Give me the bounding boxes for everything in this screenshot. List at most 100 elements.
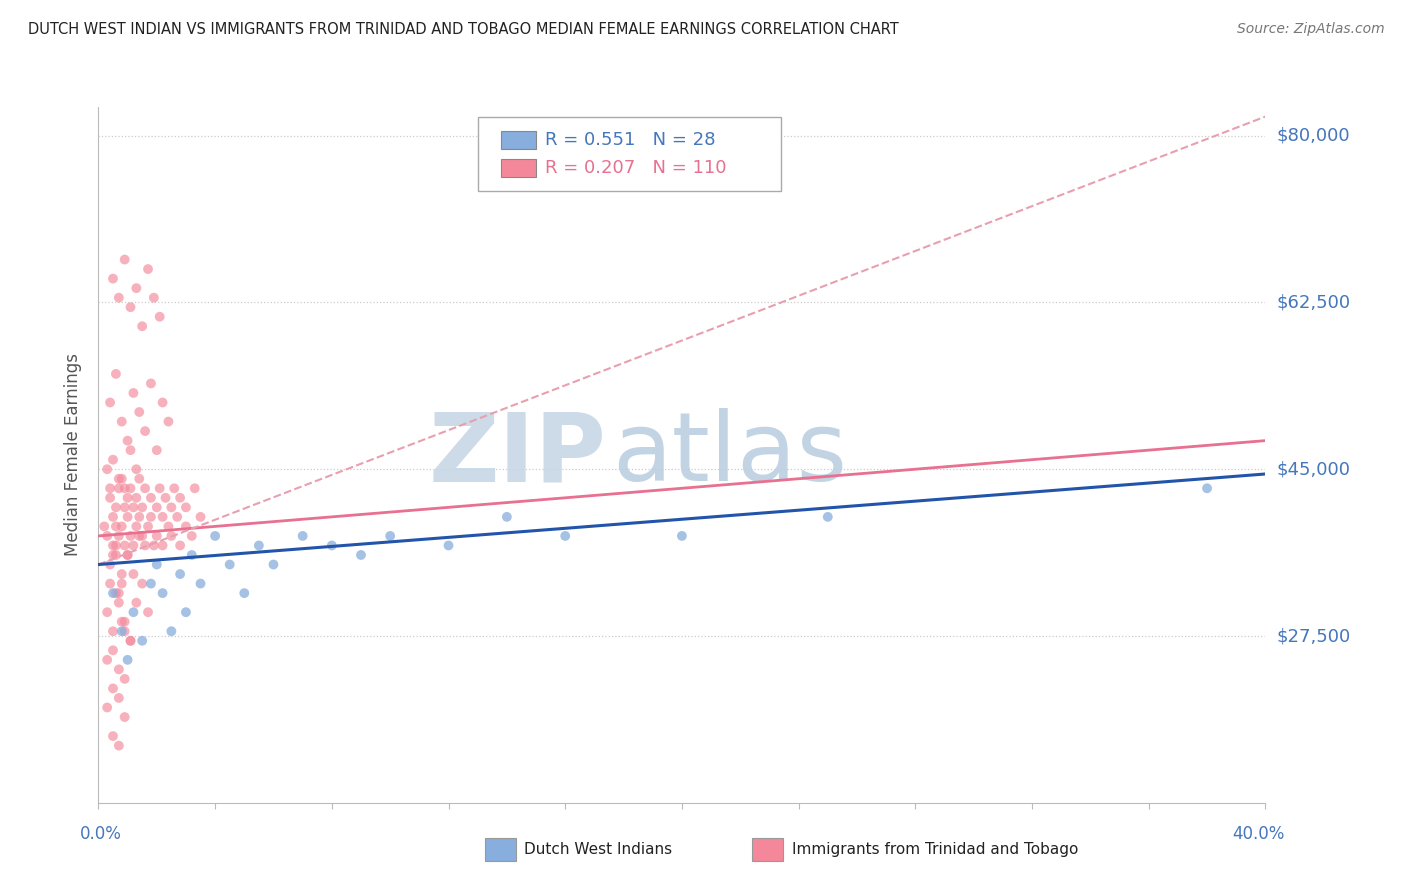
Point xyxy=(122,386,145,401)
Point xyxy=(128,509,150,524)
Point xyxy=(142,539,165,553)
Point xyxy=(125,519,148,533)
Y-axis label: Median Female Earnings: Median Female Earnings xyxy=(65,353,83,557)
Point xyxy=(108,596,131,610)
Point xyxy=(131,319,153,334)
Point xyxy=(108,481,131,495)
Point xyxy=(160,624,183,639)
Point xyxy=(157,415,180,429)
Point xyxy=(101,624,124,639)
Point xyxy=(139,576,162,591)
Point xyxy=(108,586,131,600)
Point xyxy=(108,739,131,753)
Point xyxy=(104,367,127,381)
Point xyxy=(108,291,131,305)
Point xyxy=(204,529,226,543)
Point xyxy=(98,395,121,409)
Point xyxy=(190,509,212,524)
Text: $45,000: $45,000 xyxy=(1277,460,1351,478)
Point xyxy=(114,481,136,495)
Point xyxy=(136,519,159,533)
Point xyxy=(111,576,134,591)
Point xyxy=(122,539,145,553)
Point xyxy=(101,271,124,285)
Point xyxy=(122,500,145,515)
Point xyxy=(96,529,118,543)
Point xyxy=(101,586,124,600)
Point xyxy=(166,509,188,524)
Point xyxy=(131,500,153,515)
Point xyxy=(183,481,205,495)
Point xyxy=(190,576,212,591)
Point xyxy=(131,576,153,591)
Point xyxy=(101,539,124,553)
Point xyxy=(142,291,165,305)
Point xyxy=(134,539,156,553)
Point xyxy=(122,567,145,582)
Point xyxy=(378,529,402,543)
Point xyxy=(169,539,191,553)
Text: atlas: atlas xyxy=(612,409,846,501)
Point xyxy=(114,672,136,686)
Text: R = 0.207   N = 110: R = 0.207 N = 110 xyxy=(546,159,727,177)
Point xyxy=(108,690,131,705)
Point xyxy=(152,539,174,553)
Point xyxy=(160,529,183,543)
Point xyxy=(139,376,162,391)
Point xyxy=(108,472,131,486)
Text: ZIP: ZIP xyxy=(429,409,606,501)
Point xyxy=(125,281,148,295)
Text: 0.0%: 0.0% xyxy=(80,825,122,843)
FancyBboxPatch shape xyxy=(478,118,782,191)
Point xyxy=(96,605,118,619)
Text: DUTCH WEST INDIAN VS IMMIGRANTS FROM TRINIDAD AND TOBAGO MEDIAN FEMALE EARNINGS : DUTCH WEST INDIAN VS IMMIGRANTS FROM TRI… xyxy=(28,22,898,37)
Point xyxy=(104,519,127,533)
Point xyxy=(146,529,169,543)
Point xyxy=(152,395,174,409)
Text: Immigrants from Trinidad and Tobago: Immigrants from Trinidad and Tobago xyxy=(792,842,1078,856)
Point xyxy=(98,491,121,505)
Point xyxy=(163,481,186,495)
Point xyxy=(321,539,343,553)
Point xyxy=(131,529,153,543)
Point xyxy=(139,509,162,524)
Point xyxy=(104,539,127,553)
Point xyxy=(169,491,191,505)
Point xyxy=(437,539,460,553)
Point xyxy=(120,300,142,314)
Point xyxy=(146,558,169,572)
Point xyxy=(98,576,121,591)
Point xyxy=(262,558,284,572)
Point xyxy=(101,643,124,657)
Point xyxy=(291,529,314,543)
Text: $27,500: $27,500 xyxy=(1277,627,1351,645)
Point xyxy=(134,424,156,438)
Point xyxy=(111,624,134,639)
Text: Source: ZipAtlas.com: Source: ZipAtlas.com xyxy=(1237,22,1385,37)
Point xyxy=(131,633,153,648)
Point xyxy=(101,509,124,524)
Point xyxy=(152,586,174,600)
Point xyxy=(128,405,150,419)
Point xyxy=(233,586,256,600)
Point xyxy=(114,252,136,267)
Text: $80,000: $80,000 xyxy=(1277,127,1350,145)
Point xyxy=(101,548,124,562)
Text: $62,500: $62,500 xyxy=(1277,293,1351,311)
Point xyxy=(218,558,240,572)
Point xyxy=(108,529,131,543)
Point xyxy=(120,633,142,648)
Point xyxy=(114,624,136,639)
Text: Dutch West Indians: Dutch West Indians xyxy=(524,842,672,856)
Point xyxy=(96,462,118,476)
Point xyxy=(160,500,183,515)
Point xyxy=(817,509,839,524)
Point xyxy=(136,605,159,619)
Point xyxy=(117,548,139,562)
Text: 40.0%: 40.0% xyxy=(1232,825,1285,843)
FancyBboxPatch shape xyxy=(501,159,536,177)
Point xyxy=(114,615,136,629)
Point xyxy=(125,491,148,505)
Point xyxy=(174,519,197,533)
Point xyxy=(108,662,131,676)
